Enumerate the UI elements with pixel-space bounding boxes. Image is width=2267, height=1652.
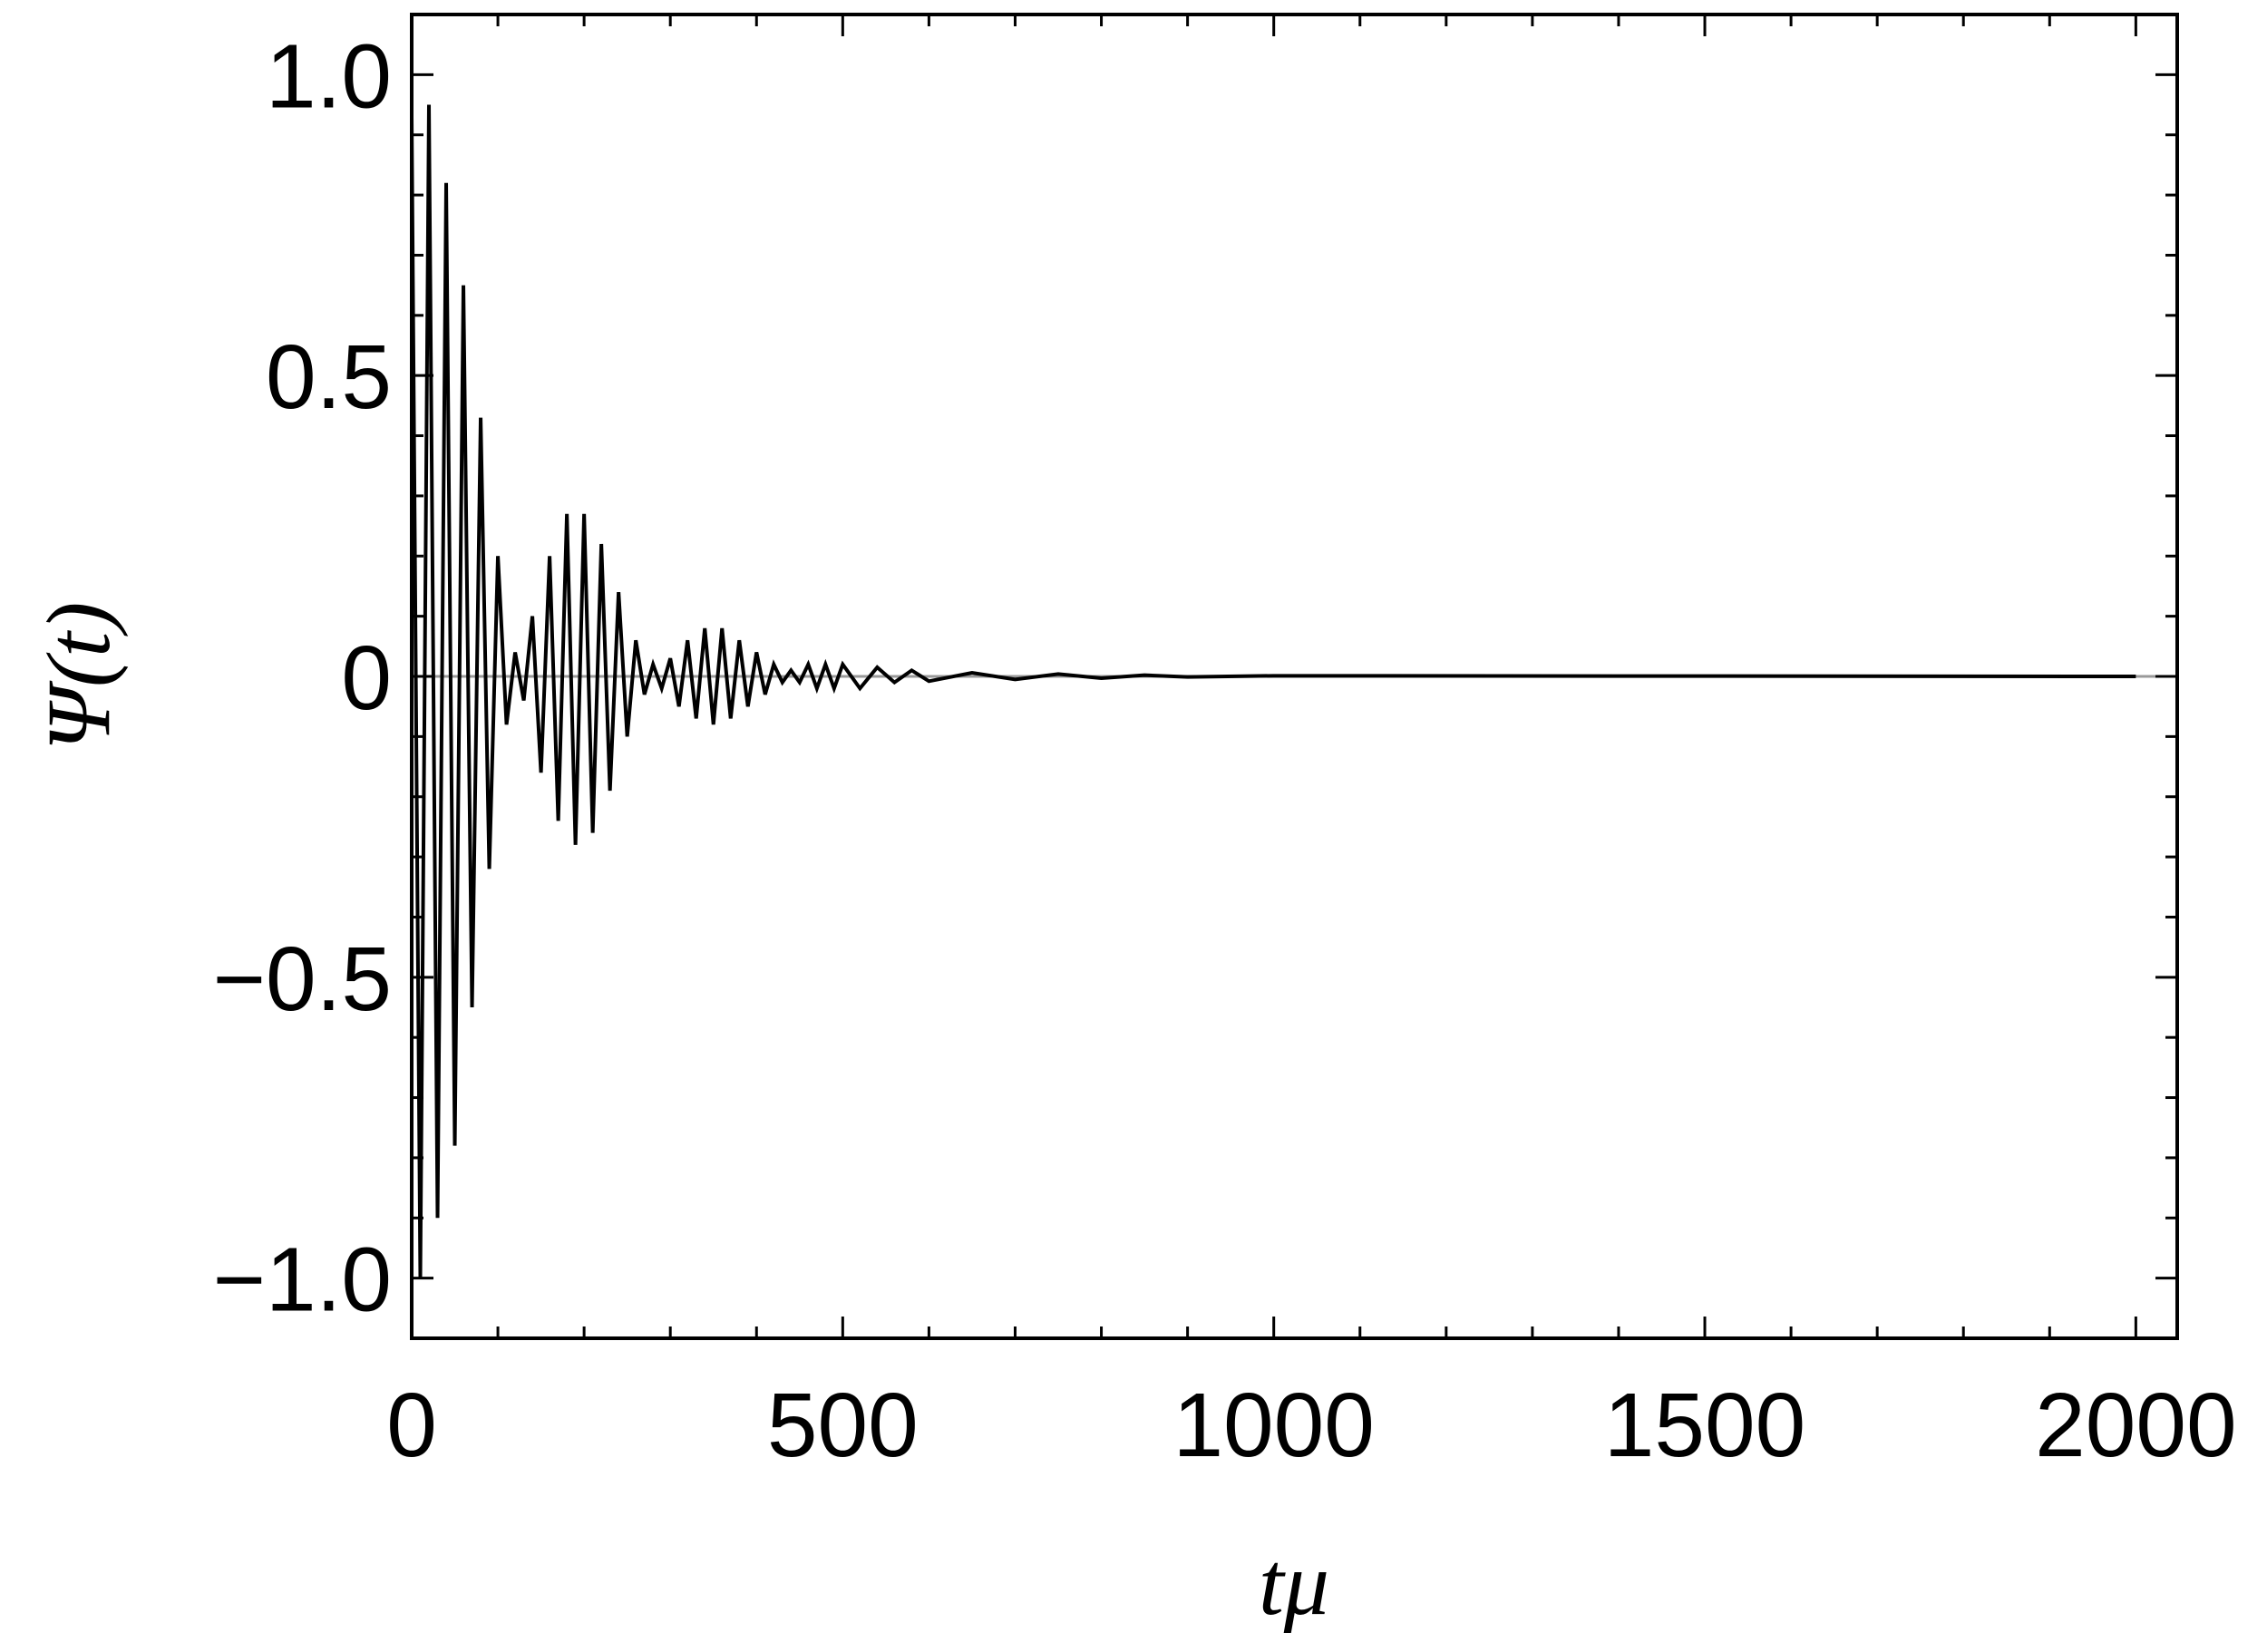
- x-tick-label: 2000: [2035, 1375, 2236, 1476]
- y-tick-label: 0: [341, 627, 392, 729]
- y-tick-label: 1.0: [266, 25, 392, 127]
- x-tick-label: 500: [767, 1375, 919, 1476]
- signal-line: [410, 104, 2136, 1278]
- x-tick-label: 0: [386, 1375, 437, 1476]
- y-tick-label: 0.5: [266, 326, 392, 428]
- x-axis-label: tμ: [1259, 1533, 1329, 1634]
- x-tick-label: 1000: [1172, 1375, 1374, 1476]
- y-axis-label: Ψ(t): [28, 602, 129, 752]
- x-tick-label: 1500: [1604, 1375, 1805, 1476]
- y-tick-label: −1.0: [213, 1229, 392, 1331]
- y-tick-label: −0.5: [213, 928, 392, 1030]
